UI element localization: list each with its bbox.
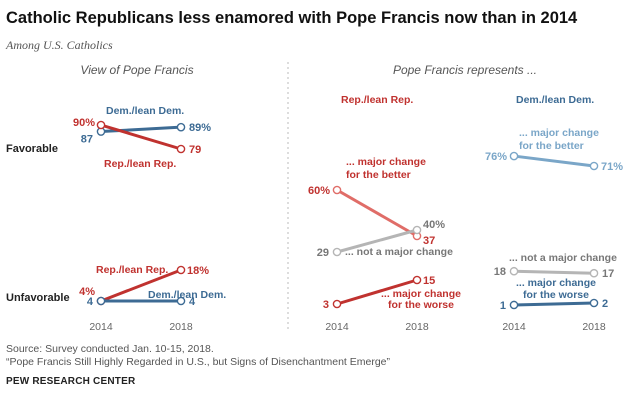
x-tick-view-2018: 2018 xyxy=(169,321,193,333)
dem-notmajor-line xyxy=(512,269,596,275)
dem-worse-line xyxy=(512,301,596,307)
label-fav-dem-2014: 87 xyxy=(81,134,93,146)
view-unf-dem-point-2014 xyxy=(96,296,106,306)
legend-unf-rep: Rep./lean Rep. xyxy=(96,264,168,276)
label-rep-better-2018: 37 xyxy=(423,235,435,247)
label-dem-worse-2014: 1 xyxy=(500,300,506,312)
dem-notmajor-point-2014 xyxy=(509,266,519,276)
dem-notmajor-point-2018 xyxy=(589,268,599,278)
dem-worse-point-2014 xyxy=(509,300,519,310)
legend-rep-notmajor: ... not a major change xyxy=(345,246,453,258)
rep-worse-point-2014 xyxy=(332,299,342,309)
panel-header-rep: Rep./lean Rep. xyxy=(341,94,413,106)
label-dem-better-2018: 71% xyxy=(601,161,623,173)
view-fav-rep-point-2018 xyxy=(176,144,186,154)
view-unf-dem-point-2018 xyxy=(176,296,186,306)
x-tick-dem-2014: 2014 xyxy=(502,321,526,333)
panel-title-represents: Pope Francis represents ... xyxy=(393,63,537,77)
panel-title-view: View of Pope Francis xyxy=(80,63,193,77)
panel-header-dem: Dem./lean Dem. xyxy=(516,94,594,106)
rep-notmajor-line xyxy=(335,228,419,254)
legend-dem-worse: ... major change for the worse xyxy=(516,277,596,301)
label-unf-dem-2018: 4 xyxy=(189,296,196,308)
row-label-unfavorable: Unfavorable xyxy=(6,292,70,304)
report-title-note: “Pope Francis Still Highly Regarded in U… xyxy=(6,356,391,368)
org-name: PEW RESEARCH CENTER xyxy=(6,376,136,387)
label-rep-worse-2018: 15 xyxy=(423,275,435,287)
x-tick-rep-2018: 2018 xyxy=(405,321,429,333)
dem-better-line xyxy=(512,154,596,168)
legend-dem-better: ... major change for the better xyxy=(519,127,599,152)
dem-worse-point-2018 xyxy=(589,298,599,308)
label-rep-worse-2014: 3 xyxy=(323,299,329,311)
legend-rep-better: ... major change for the better xyxy=(346,156,426,181)
label-unf-rep-2018: 18% xyxy=(187,265,209,277)
view-fav-rep-line xyxy=(99,123,183,151)
x-tick-dem-2018: 2018 xyxy=(582,321,606,333)
label-dem-worse-2018: 2 xyxy=(602,298,608,310)
legend-dem-notmajor: ... not a major change xyxy=(509,252,617,264)
x-tick-rep-2014: 2014 xyxy=(325,321,349,333)
label-dem-better-2014: 76% xyxy=(485,151,507,163)
view-unf-rep-point-2018 xyxy=(176,265,186,275)
legend-unf-dem: Dem./lean Dem. xyxy=(148,289,226,301)
rep-worse-point-2018 xyxy=(412,275,422,285)
rep-notmajor-point-2014 xyxy=(332,247,342,257)
rep-worse-line xyxy=(335,278,419,306)
view-fav-dem-point-2018 xyxy=(176,122,186,132)
dem-better-point-2014 xyxy=(509,151,519,161)
rep-better-point-2014 xyxy=(332,185,342,195)
chart-subtitle: Among U.S. Catholics xyxy=(6,38,113,52)
label-fav-rep-2018: 79 xyxy=(189,144,201,156)
view-unf-rep-line xyxy=(99,268,183,303)
label-dem-notmajor-2014: 18 xyxy=(494,266,506,278)
chart-title: Catholic Republicans less enamored with … xyxy=(6,9,578,27)
label-rep-notmajor-2014: 29 xyxy=(317,247,329,259)
view-fav-dem-line xyxy=(99,125,183,134)
legend-fav-dem: Dem./lean Dem. xyxy=(106,105,184,117)
label-unf-dem-2014: 4 xyxy=(87,296,94,308)
label-rep-better-2014: 60% xyxy=(308,185,330,197)
label-rep-notmajor-2018: 40% xyxy=(423,219,445,231)
label-fav-rep-2014: 90% xyxy=(73,117,95,129)
row-label-favorable: Favorable xyxy=(6,143,58,155)
label-unf-rep-2014: 4% xyxy=(79,286,95,298)
legend-rep-worse: ... major change for the worse xyxy=(381,288,461,311)
label-dem-notmajor-2018: 17 xyxy=(602,268,614,280)
source-note: Source: Survey conducted Jan. 10-15, 201… xyxy=(6,343,214,355)
view-fav-rep-point-2014 xyxy=(96,120,106,130)
label-fav-dem-2018: 89% xyxy=(189,122,211,134)
rep-better-line xyxy=(335,188,419,238)
legend-fav-rep: Rep./lean Rep. xyxy=(104,158,176,170)
x-tick-view-2014: 2014 xyxy=(89,321,113,333)
dem-better-point-2018 xyxy=(589,161,599,171)
rep-notmajor-point-2018 xyxy=(412,225,422,235)
